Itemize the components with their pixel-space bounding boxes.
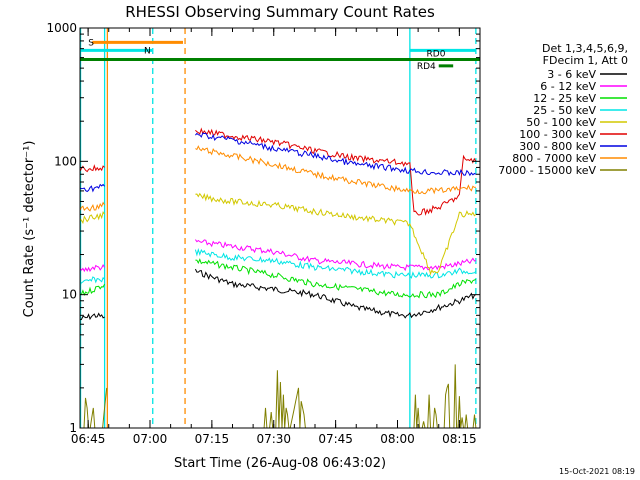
y-tick-label-3: 1000 [46,21,77,35]
legend-entry-label-8: 7000 - 15000 keV [498,164,596,177]
series-trace-6-0 [79,183,105,193]
legend-header-1: FDecim 1, Att 0 [543,54,628,67]
y-tick-label-2: 100 [54,154,77,168]
series-trace-0-1 [194,268,477,319]
flag-label-4: RD4 [417,62,436,72]
series-trace-4-0 [79,211,106,225]
x-axis-label: Start Time (26-Aug-08 06:43:02) [174,456,386,471]
series-trace-2-0 [79,283,106,296]
legend-entry-label-6: 300 - 800 keV [519,140,596,153]
legend-entry-label-3: 25 - 50 keV [533,104,596,117]
x-tick-label-6: 08:15 [442,432,477,446]
series-trace-8-2 [413,364,477,429]
chart-title: RHESSI Observing Summary Count Rates [125,3,435,21]
legend-entry-label-2: 12 - 25 keV [533,92,596,105]
legend-header-0: Det 1,3,4,5,6,9, [542,42,628,55]
flag-label-3: RD0 [427,50,446,60]
x-tick-label-3: 07:30 [256,432,291,446]
series-trace-7-1 [195,145,476,195]
series-trace-1-1 [194,239,476,272]
x-tick-label-1: 07:00 [133,432,168,446]
series-trace-6-1 [195,132,477,177]
series-trace-7-0 [79,201,106,212]
legend-entry-label-7: 800 - 7000 keV [512,152,596,165]
series-trace-1-0 [79,263,106,273]
legend-entry-label-1: 6 - 12 keV [540,80,596,93]
x-tick-label-4: 07:45 [318,432,353,446]
y-tick-label-1: 10 [62,288,77,302]
flag-label-0: S [88,38,94,48]
axes: 1 10 100 1000 06:45 07:00 07:15 07:30 07:45 08:00… [46,21,481,446]
x-tick-label-2: 07:15 [195,432,230,446]
series-trace-0-0 [79,312,105,321]
legend-entry-label-4: 50 - 100 keV [526,116,596,129]
generation-timestamp: 15-Oct-2021 08:19 [559,467,635,476]
y-tick-label-0: 1 [69,421,77,435]
y-axis-label: Count Rate (s⁻¹ detector⁻¹) [22,141,37,318]
x-tick-label-5: 08:00 [380,432,415,446]
series-trace-3-0 [79,276,105,286]
series-trace-5-1 [195,127,477,216]
legend-entry-label-5: 100 - 300 keV [519,128,596,141]
legend: Det 1,3,4,5,6,9,FDecim 1, Att 03 - 6 keV… [498,42,628,177]
series-trace-4-1 [195,192,477,276]
legend-entry-label-0: 3 - 6 keV [547,68,596,81]
x-tick-label-0: 06:45 [71,432,106,446]
plot-area: S N RD0 RD4 [79,28,480,429]
series-trace-3-1 [194,247,477,279]
series-trace-2-1 [195,258,477,299]
flag-label-1: N [144,46,151,56]
series-trace-5-0 [79,164,105,173]
plot-frame [79,27,481,429]
